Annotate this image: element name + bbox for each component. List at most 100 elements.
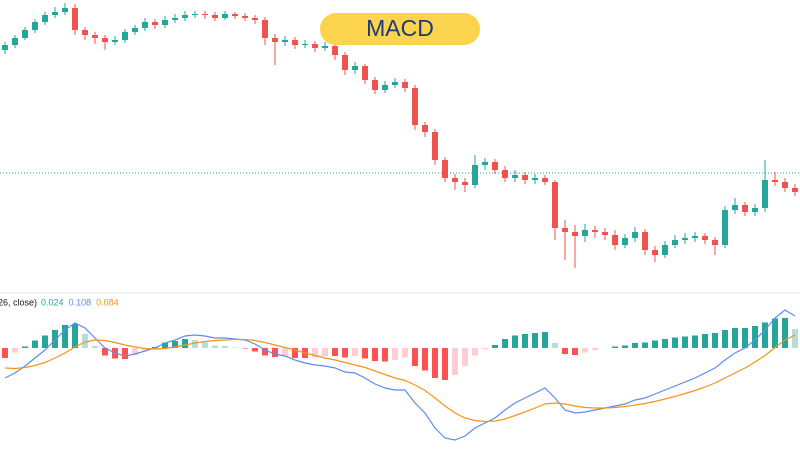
candle-body (162, 20, 168, 25)
candle-body (62, 8, 68, 12)
candle-body (332, 46, 338, 55)
candle-body (342, 55, 348, 70)
candle-body (22, 30, 28, 38)
candle-body (562, 228, 568, 232)
candle-body (382, 85, 388, 90)
histogram-bar (612, 346, 618, 348)
candle-body (312, 44, 318, 48)
candle-body (232, 14, 238, 16)
histogram-bar (232, 347, 238, 348)
histogram-bar (452, 348, 458, 375)
candle-body (582, 230, 588, 236)
histogram-bar (212, 345, 218, 348)
candle-body (202, 14, 208, 15)
signal-line (4, 334, 796, 423)
candle-body (192, 14, 198, 15)
histogram-bar (702, 334, 708, 348)
histogram-bar (412, 348, 418, 366)
histogram-bar (52, 330, 58, 348)
candle-body (702, 236, 708, 240)
histogram-bar (102, 348, 108, 356)
candle-body (522, 175, 528, 180)
legend-label: 26, close) (0, 297, 37, 307)
candle-body (362, 66, 368, 80)
histogram-bar (482, 348, 488, 350)
candle-body (792, 188, 798, 192)
candle-body (72, 8, 78, 30)
candle-body (682, 238, 688, 240)
histogram-bar (252, 348, 258, 352)
badge (320, 13, 480, 45)
candle-body (492, 162, 498, 170)
candle-body (32, 22, 38, 30)
histogram-bar (322, 348, 328, 356)
candle-body (52, 12, 58, 15)
histogram-bar (352, 348, 358, 356)
histogram-bar (652, 340, 658, 348)
histogram-bar (42, 335, 48, 348)
histogram-bar (502, 339, 508, 348)
candle-body (592, 230, 598, 232)
histogram-bar (62, 325, 68, 348)
candle-body (222, 14, 228, 18)
histogram-bar (132, 348, 138, 355)
candle-body (512, 175, 518, 178)
candle-body (182, 15, 188, 18)
histogram-bar (2, 348, 8, 358)
histogram-bar (552, 343, 558, 348)
histogram-bar (692, 335, 698, 348)
histogram-bar (12, 348, 18, 353)
histogram-bar (572, 348, 578, 355)
histogram-bar (432, 348, 438, 378)
candle-body (442, 160, 448, 178)
candle-body (722, 210, 728, 245)
histogram-bar (332, 348, 338, 356)
histogram-bar (622, 345, 628, 348)
candle-body (242, 16, 248, 18)
candle-body (322, 46, 328, 48)
candle-body (422, 125, 428, 132)
candle-body (532, 178, 538, 180)
candle-body (652, 250, 658, 255)
histogram-bar (582, 348, 588, 353)
histogram-bar (222, 346, 228, 348)
candle-body (472, 165, 478, 185)
histogram-bar (422, 348, 428, 371)
candle-body (172, 18, 178, 20)
histogram-bar (472, 348, 478, 356)
histogram-bar (92, 346, 98, 348)
candle-body (502, 170, 508, 178)
candle-body (772, 180, 778, 182)
candle-body (482, 162, 488, 165)
histogram-bar (22, 346, 28, 348)
candle-body (152, 22, 158, 25)
histogram-bar (792, 329, 798, 348)
candle-body (352, 66, 358, 70)
histogram-bar (592, 348, 598, 350)
candle-body (12, 38, 18, 45)
histogram-bar (772, 318, 778, 348)
candle-body (112, 40, 118, 42)
histogram-bar (732, 328, 738, 348)
candle-body (662, 245, 668, 255)
legend-value: 0.084 (96, 297, 119, 307)
histogram-bar (442, 348, 448, 380)
candle-body (432, 132, 438, 160)
histogram-bar (262, 348, 268, 356)
candle-body (542, 178, 548, 182)
histogram-bar (182, 339, 188, 348)
candle-body (372, 80, 378, 90)
histogram-bar (272, 348, 278, 357)
macd-line (4, 309, 796, 441)
histogram-bar (72, 324, 78, 348)
candle-body (42, 15, 48, 22)
candle-body (612, 235, 618, 245)
histogram-bar (172, 341, 178, 348)
histogram-bar (372, 348, 378, 361)
candle-body (292, 40, 298, 45)
legend-value: 0.024 (41, 297, 64, 307)
histogram-bar (362, 348, 368, 359)
histogram-bar (532, 333, 538, 348)
histogram-bar (492, 345, 498, 348)
